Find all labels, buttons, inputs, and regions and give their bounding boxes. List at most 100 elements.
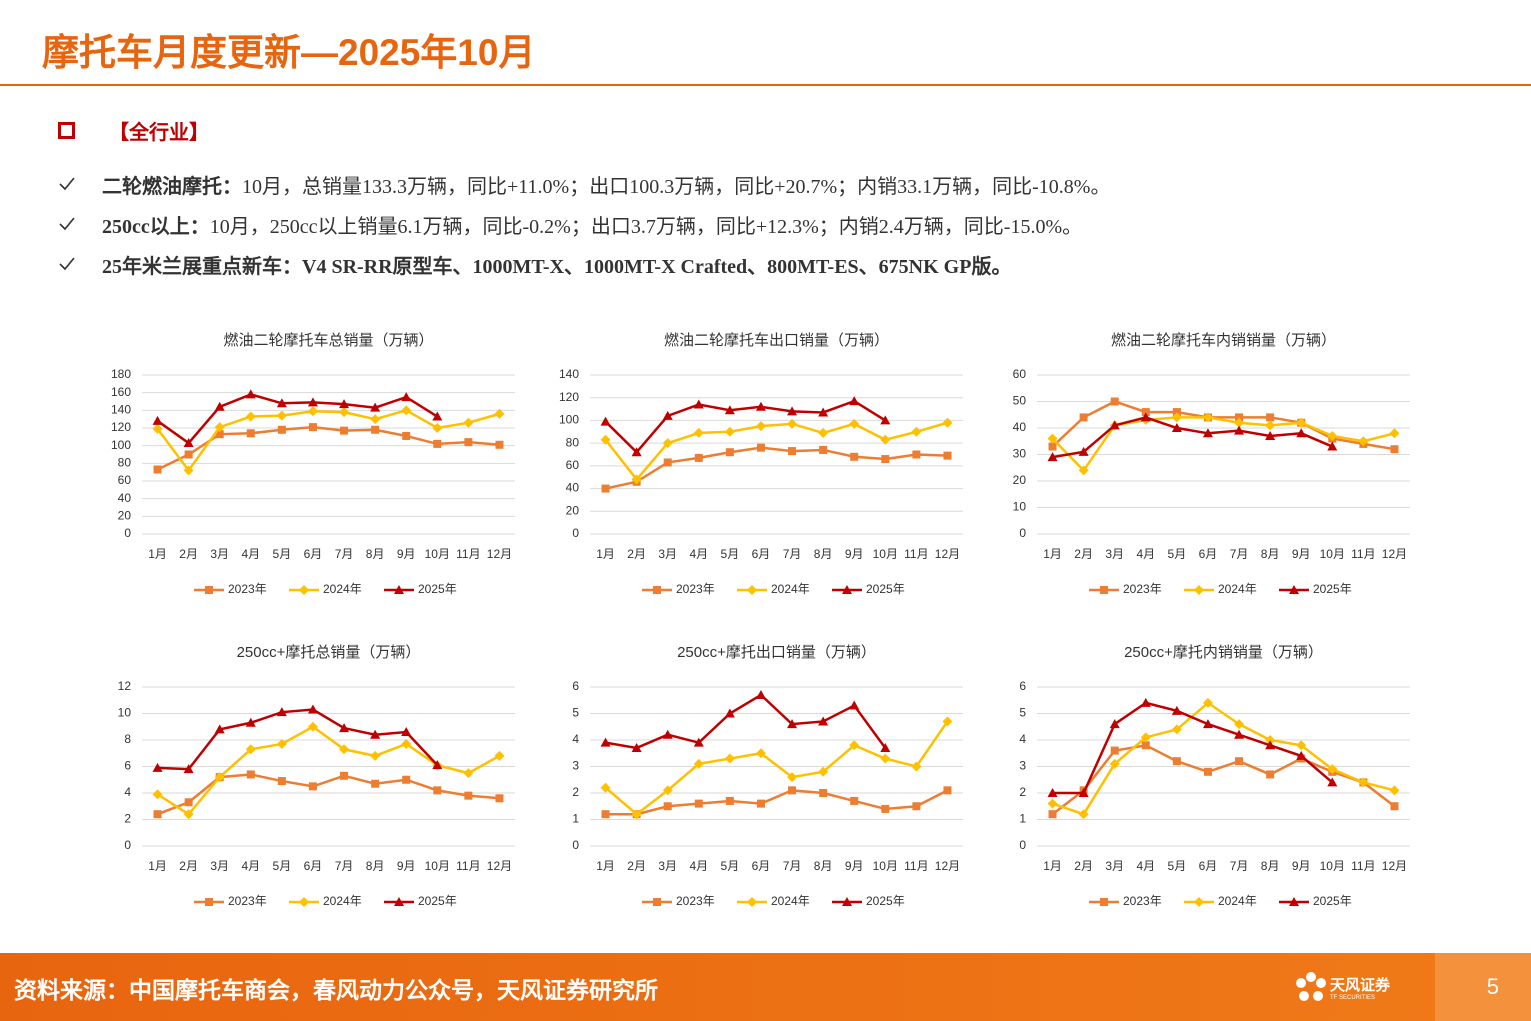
x-tick-label: 9月 — [1292, 547, 1311, 561]
legend-label: 2023年 — [228, 894, 267, 908]
y-tick-label: 2 — [1019, 785, 1026, 799]
x-tick-label: 12月 — [487, 859, 512, 873]
x-tick-label: 2月 — [1074, 547, 1093, 561]
marker — [401, 738, 412, 749]
x-tick-label: 5月 — [721, 547, 740, 561]
bullet-label: 25年米兰展重点新车： — [102, 255, 302, 278]
marker — [943, 786, 952, 795]
marker — [1265, 420, 1276, 431]
marker — [433, 439, 442, 448]
check-icon — [59, 217, 75, 231]
legend-label: 2023年 — [676, 582, 715, 596]
x-tick-label: 4月 — [1136, 547, 1155, 561]
marker — [756, 443, 765, 452]
marker — [432, 411, 443, 421]
marker — [1110, 746, 1119, 755]
legend-marker — [299, 897, 309, 907]
marker — [432, 760, 443, 770]
marker — [724, 426, 735, 437]
marker — [1202, 412, 1213, 423]
marker — [495, 440, 504, 449]
marker — [849, 418, 860, 429]
x-tick-label: 2月 — [179, 859, 198, 873]
x-tick-label: 3月 — [210, 859, 229, 873]
marker — [662, 729, 673, 739]
y-tick-label: 100 — [559, 413, 579, 427]
marker — [880, 415, 891, 425]
marker — [1327, 777, 1338, 787]
marker — [339, 407, 350, 418]
marker — [464, 438, 473, 447]
marker — [1171, 705, 1182, 715]
marker — [942, 417, 953, 428]
y-tick-label: 0 — [124, 526, 131, 540]
marker — [1234, 719, 1245, 730]
marker — [849, 396, 860, 406]
legend-marker — [1100, 586, 1108, 594]
x-tick-label: 7月 — [1230, 547, 1249, 561]
marker — [1327, 430, 1338, 441]
marker — [818, 716, 829, 726]
marker — [184, 450, 193, 459]
legend-marker — [747, 585, 757, 595]
marker — [1389, 785, 1400, 796]
y-tick-label: 3 — [1019, 759, 1026, 773]
marker — [340, 771, 349, 780]
x-tick-label: 10月 — [425, 859, 450, 873]
series-line — [604, 720, 949, 816]
marker — [787, 772, 798, 783]
marker — [724, 405, 735, 415]
marker — [1141, 741, 1150, 750]
marker — [183, 764, 194, 774]
marker — [370, 729, 381, 739]
marker — [340, 426, 349, 435]
marker — [880, 753, 891, 764]
marker — [694, 799, 703, 808]
x-tick-label: 10月 — [1320, 859, 1345, 873]
source-note: 资料来源：中国摩托车商会，春风动力公众号，天风证券研究所 — [14, 977, 658, 1003]
marker — [1141, 408, 1150, 417]
chart-title: 250cc+摩托出口销量（万辆） — [677, 643, 876, 661]
marker — [1358, 436, 1369, 447]
marker — [1171, 724, 1182, 735]
x-tick-label: 8月 — [1261, 859, 1280, 873]
marker — [245, 744, 256, 755]
x-tick-label: 1月 — [596, 547, 615, 561]
legend-marker — [394, 585, 404, 594]
marker — [1078, 809, 1089, 820]
x-tick-label: 3月 — [1105, 547, 1124, 561]
y-tick-label: 100 — [111, 438, 131, 452]
marker — [1234, 417, 1245, 428]
y-tick-label: 180 — [111, 367, 131, 381]
legend-label: 2025年 — [866, 894, 905, 908]
marker — [1140, 697, 1151, 707]
x-tick-label: 1月 — [148, 859, 167, 873]
legend-marker — [205, 586, 213, 594]
x-tick-label: 1月 — [596, 859, 615, 873]
x-tick-label: 4月 — [689, 859, 708, 873]
marker — [663, 458, 672, 467]
chart-title: 250cc+摩托总销量（万辆） — [237, 643, 421, 661]
marker — [307, 721, 318, 732]
y-tick-label: 20 — [1013, 473, 1027, 487]
marker — [724, 708, 735, 718]
x-tick-label: 12月 — [1382, 859, 1407, 873]
marker — [787, 418, 798, 429]
title-rule — [0, 84, 1531, 86]
page-title: 摩托车月度更新—2025年10月 — [42, 32, 536, 73]
bullet-text: V4 SR-RR原型车、1000MT-X、1000MT-X Crafted、80… — [302, 255, 1012, 278]
marker — [880, 434, 891, 445]
x-tick-label: 9月 — [1292, 859, 1311, 873]
bullet-text: 10月，250cc以上销量6.1万辆，同比-0.2%；出口3.7万辆，同比+12… — [209, 215, 1083, 238]
x-tick-label: 9月 — [845, 859, 864, 873]
bullet-list: 二轮燃油摩托： 10月，总销量133.3万辆，同比+11.0%；出口100.3万辆… — [58, 164, 1110, 284]
marker — [631, 447, 642, 457]
marker — [912, 802, 921, 811]
marker — [401, 727, 412, 737]
marker — [1172, 757, 1181, 766]
marker — [881, 455, 890, 464]
marker — [246, 429, 255, 438]
check-icon — [59, 257, 75, 271]
bullet: 25年米兰展重点新车： V4 SR-RR原型车、1000MT-X、1000MT-X… — [58, 244, 1110, 284]
